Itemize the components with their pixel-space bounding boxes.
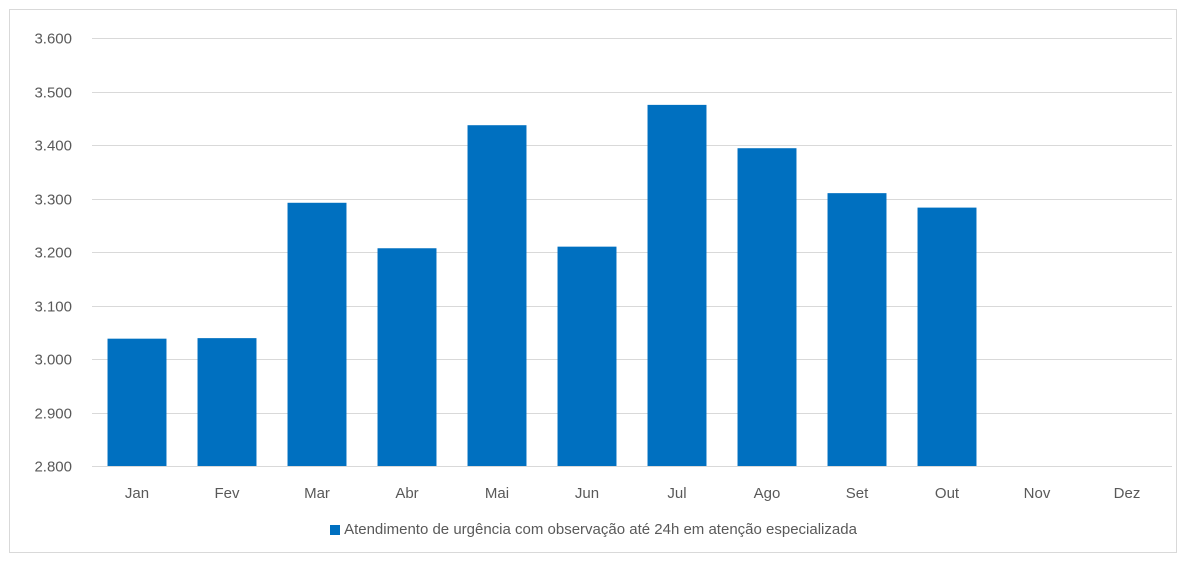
gridlines — [92, 38, 1172, 467]
x-tick-label: Dez — [1114, 485, 1141, 502]
y-tick-label: 3.600 — [34, 31, 72, 48]
bars — [107, 104, 977, 466]
y-tick-label: 3.400 — [34, 138, 72, 155]
bar-out — [917, 207, 977, 466]
x-tick-label: Set — [846, 485, 869, 502]
x-tick-label: Jun — [575, 485, 599, 502]
bar-ago — [737, 148, 797, 466]
bar-jun — [557, 246, 617, 466]
y-tick-label: 2.900 — [34, 406, 72, 423]
y-tick-label: 2.800 — [34, 459, 72, 476]
bar-mar — [287, 202, 347, 466]
y-axis-ticks: 2.800 2.900 3.000 3.100 3.200 3.300 3.400 3.500… — [34, 31, 72, 476]
y-tick-label: 3.500 — [34, 85, 72, 102]
x-tick-label: Mai — [485, 485, 509, 502]
legend-label: Atendimento de urgência com observação a… — [344, 521, 857, 538]
bar-fev — [197, 338, 257, 466]
x-tick-label: Fev — [214, 485, 240, 502]
x-tick-label: Mar — [304, 485, 330, 502]
y-tick-label: 3.200 — [34, 245, 72, 262]
bar-jul — [647, 104, 707, 466]
y-tick-label: 3.000 — [34, 352, 72, 369]
legend: Atendimento de urgência com observação a… — [0, 521, 1187, 538]
x-axis-ticks: Jan Fev Mar Abr Mai Jun Jul Ago Set Out Nov Dez — [125, 485, 1140, 502]
x-tick-label: Out — [935, 485, 960, 502]
y-tick-label: 3.100 — [34, 299, 72, 316]
legend-swatch — [330, 524, 341, 535]
x-tick-label: Nov — [1024, 485, 1051, 502]
bar-jan — [107, 338, 167, 466]
x-tick-label: Jul — [667, 485, 686, 502]
x-tick-label: Ago — [754, 485, 781, 502]
y-tick-label: 3.300 — [34, 192, 72, 209]
bar-abr — [377, 248, 437, 466]
x-tick-label: Abr — [395, 485, 418, 502]
x-tick-label: Jan — [125, 485, 149, 502]
bar-mai — [467, 125, 527, 466]
bar-set — [827, 193, 887, 466]
